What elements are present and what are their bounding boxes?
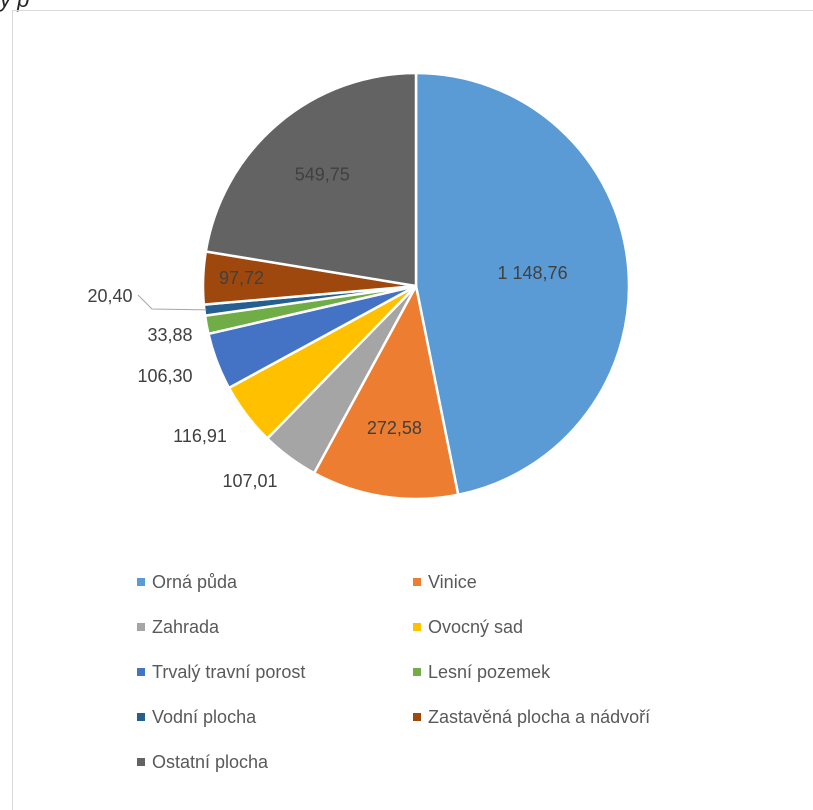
legend-item-vodni-plocha: Vodní plocha <box>137 705 256 729</box>
legend-swatch <box>137 758 145 766</box>
legend-label: Lesní pozemek <box>428 661 551 682</box>
data-label-ostatni-plocha: 549,75 <box>295 164 350 184</box>
legend-item-zahrada: Zahrada <box>137 615 219 639</box>
legend-label: Vodní plocha <box>152 706 257 727</box>
data-label-lesni-pozemek: 33,88 <box>147 325 192 345</box>
legend-swatch <box>137 623 145 631</box>
data-label-zahrada: 107,01 <box>222 471 277 491</box>
legend-swatch <box>137 578 145 586</box>
legend-swatch <box>137 668 145 676</box>
pie-slice-ostatni-plocha <box>204 71 418 288</box>
legend-item-ovocny-sad: Ovocný sad <box>413 615 523 639</box>
pie-slice-orna-puda <box>414 71 631 497</box>
legend-label: Trvalý travní porost <box>152 661 306 682</box>
legend-label: Zahrada <box>152 616 220 637</box>
legend-label: Ostatní plocha <box>152 751 269 772</box>
legend-item-trvaly-travni-porost: Trvalý travní porost <box>137 660 305 684</box>
data-label-vodni-plocha: 20,40 <box>87 286 132 306</box>
leader-line-vodni-plocha <box>137 294 207 311</box>
legend-item-ostatni-plocha: Ostatní plocha <box>137 750 268 774</box>
cropped-caption: y p <box>0 0 240 13</box>
legend-item-orna-puda: Orná půda <box>137 570 237 594</box>
cropped-caption-text: y p <box>0 0 29 13</box>
legend-item-lesni-pozemek: Lesní pozemek <box>413 660 550 684</box>
legend-label: Vinice <box>428 571 477 592</box>
legend-label: Orná půda <box>152 571 238 592</box>
pie-slice-vinice <box>312 282 460 501</box>
chart-frame <box>12 10 813 810</box>
data-label-vinice: 272,58 <box>367 418 422 438</box>
data-label-trvaly-travni-porost: 106,30 <box>137 366 192 386</box>
legend-item-vinice: Vinice <box>413 570 477 594</box>
data-label-orna-puda: 1 148,76 <box>498 263 568 283</box>
legend-swatch <box>413 578 421 586</box>
legend-label: Zastavěná plocha a nádvoří <box>428 706 651 727</box>
legend-item-zastavena-plocha-a-nadvori: Zastavěná plocha a nádvoří <box>413 705 650 729</box>
data-label-zastavena-plocha-a-nadvori: 97,72 <box>219 268 264 288</box>
legend-swatch <box>413 668 421 676</box>
legend-label: Ovocný sad <box>428 616 524 637</box>
data-label-ovocny-sad: 116,91 <box>173 426 227 446</box>
legend-swatch <box>137 713 145 721</box>
legend-swatch <box>413 623 421 631</box>
legend-swatch <box>413 713 421 721</box>
